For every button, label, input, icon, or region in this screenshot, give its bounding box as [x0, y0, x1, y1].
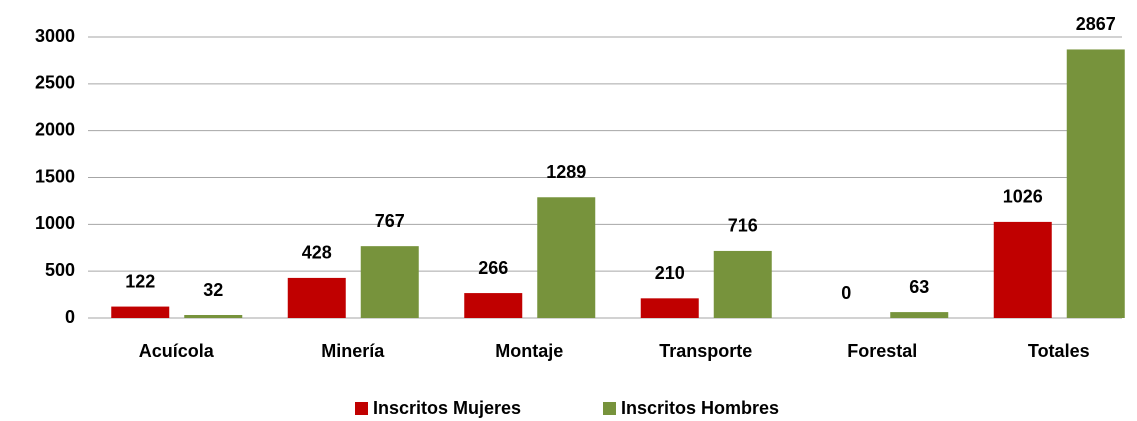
legend-swatch: [603, 402, 616, 415]
legend-swatch: [355, 402, 368, 415]
y-tick-label: 3000: [35, 26, 75, 46]
bar: [993, 221, 1052, 318]
y-tick-label: 500: [45, 260, 75, 280]
data-label: 32: [203, 280, 223, 300]
x-tick-label: Totales: [1028, 341, 1090, 361]
y-tick-label: 2500: [35, 73, 75, 93]
y-tick-label: 0: [65, 307, 75, 327]
bar: [713, 250, 772, 318]
data-label: 2867: [1076, 14, 1116, 34]
bar: [537, 197, 596, 318]
data-label: 1289: [546, 162, 586, 182]
x-tick-label: Minería: [321, 341, 385, 361]
data-label: 716: [728, 216, 758, 236]
data-label: 0: [841, 283, 851, 303]
y-tick-label: 1500: [35, 166, 75, 186]
data-label: 428: [302, 243, 332, 263]
x-tick-label: Transporte: [659, 341, 752, 361]
bar: [184, 315, 243, 318]
bar: [287, 277, 346, 318]
bar: [890, 312, 949, 318]
bar: [1066, 49, 1125, 318]
bar: [464, 293, 523, 318]
data-label: 266: [478, 258, 508, 278]
x-tick-label: Montaje: [495, 341, 563, 361]
data-label: 210: [655, 263, 685, 283]
y-tick-label: 2000: [35, 119, 75, 139]
x-tick-label: Acuícola: [139, 341, 215, 361]
y-tick-label: 1000: [35, 213, 75, 233]
data-label: 122: [125, 271, 155, 291]
x-tick-label: Forestal: [847, 341, 917, 361]
data-label: 1026: [1003, 187, 1043, 207]
bar: [640, 298, 699, 318]
data-label: 63: [909, 277, 929, 297]
bar: [111, 306, 170, 318]
legend-label: Inscritos Hombres: [621, 398, 779, 418]
data-label: 767: [375, 211, 405, 231]
legend-label: Inscritos Mujeres: [373, 398, 521, 418]
bar: [360, 246, 419, 318]
